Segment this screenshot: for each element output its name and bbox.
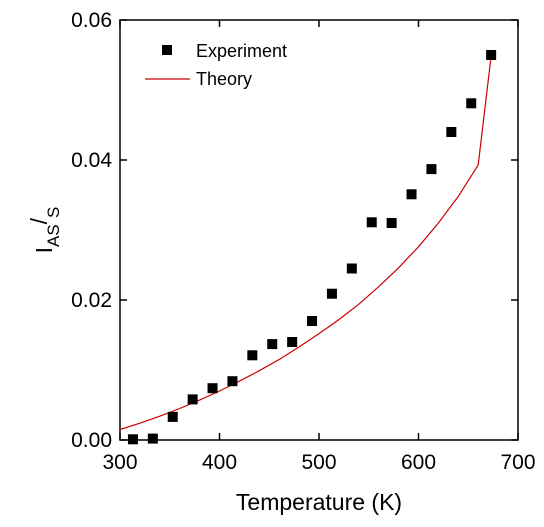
experiment-point xyxy=(326,288,337,299)
y-axis-title-main: I xyxy=(31,247,57,253)
x-tick-label: 700 xyxy=(500,451,535,474)
x-tick-label: 400 xyxy=(202,451,237,474)
experiment-point xyxy=(167,411,178,422)
svg-text:IAS/S: IAS/S xyxy=(26,207,63,254)
experiment-point xyxy=(187,394,198,405)
x-tick-label: 500 xyxy=(301,451,336,474)
plot-area xyxy=(119,50,497,445)
experiment-point xyxy=(267,339,278,350)
legend: Experiment Theory xyxy=(145,41,287,89)
y-axis-title-slash: / xyxy=(26,217,52,224)
x-tick-label: 600 xyxy=(401,451,436,474)
y-tick-label: 0.06 xyxy=(71,9,112,32)
experiment-point xyxy=(127,434,138,445)
legend-label-theory: Theory xyxy=(196,69,252,89)
y-axis-title-sub1: AS xyxy=(44,224,63,247)
experiment-point xyxy=(207,383,218,394)
experiment-point xyxy=(426,164,437,175)
experiment-point xyxy=(466,98,477,109)
x-axis-ticks: 300 400 500 600 700 xyxy=(102,20,536,474)
experiment-point xyxy=(406,189,417,200)
x-tick-label: 300 xyxy=(102,451,137,474)
legend-marker-experiment xyxy=(162,45,172,55)
y-axis-title: IAS/S xyxy=(26,207,63,254)
plot-frame xyxy=(119,19,519,441)
experiment-point xyxy=(486,50,497,60)
y-axis-title-sub2: S xyxy=(44,207,63,218)
x-axis-title: Temperature (K) xyxy=(236,489,402,515)
y-axis-ticks: 0.00 0.02 0.04 0.06 xyxy=(71,9,518,452)
experiment-point xyxy=(287,337,298,347)
y-tick-label: 0.00 xyxy=(71,429,112,452)
experiment-point xyxy=(346,263,357,274)
experiment-point xyxy=(147,433,158,444)
legend-label-experiment: Experiment xyxy=(196,41,287,61)
y-tick-label: 0.04 xyxy=(71,149,112,172)
experiment-point xyxy=(446,127,457,137)
theory-line xyxy=(119,56,492,431)
y-tick-label: 0.02 xyxy=(71,289,112,312)
experiment-point xyxy=(247,350,258,361)
experiment-point xyxy=(307,316,318,326)
experiment-point xyxy=(386,218,397,228)
experiment-point xyxy=(227,376,238,387)
experiment-point xyxy=(366,217,377,228)
